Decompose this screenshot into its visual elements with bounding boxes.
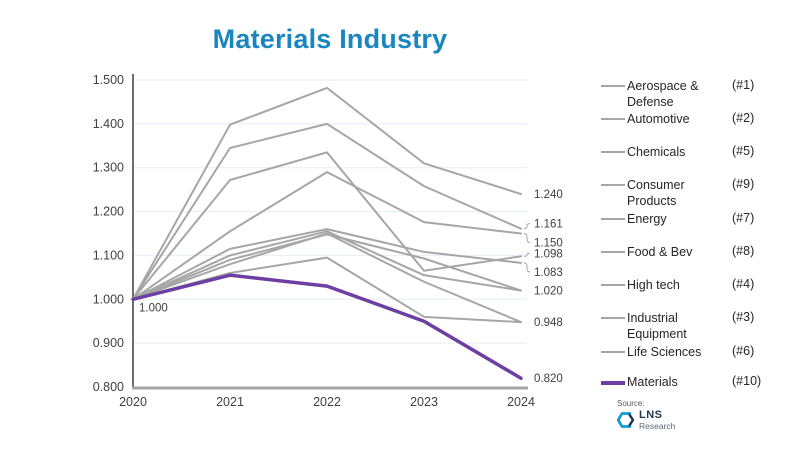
end-data-label: 1.161 xyxy=(534,219,563,231)
end-data-label: 1.083 xyxy=(534,267,563,279)
legend-item-chemicals: Chemicals (#5) xyxy=(601,144,793,160)
legend-label: Consumer Products xyxy=(627,178,685,209)
legend-line-mark xyxy=(601,218,625,220)
end-data-label: 1.150 xyxy=(534,238,563,250)
legend-swatch xyxy=(601,85,625,87)
x-tick-label: 2023 xyxy=(410,395,438,409)
legend-label: Life Sciences xyxy=(627,345,702,359)
legend-rank: (#4) xyxy=(732,277,755,291)
lns-hexagon-icon xyxy=(617,412,635,429)
legend-swatch xyxy=(601,184,625,186)
y-tick-label: 0.800 xyxy=(93,380,124,394)
legend-line-mark xyxy=(601,284,625,286)
legend-swatch xyxy=(601,151,625,153)
series-line-energy xyxy=(132,233,522,301)
legend-swatch xyxy=(601,351,625,353)
series-line-chemicals xyxy=(132,228,522,301)
legend-item-materials: Materials (#10) xyxy=(601,374,793,390)
legend-item-consumer-products: Consumer Products (#9) xyxy=(601,177,793,210)
x-tick-label: 2022 xyxy=(313,395,341,409)
logo-research-text: Research xyxy=(639,421,676,431)
legend-swatch xyxy=(601,381,625,385)
label-leader-line xyxy=(523,223,531,230)
legend-label: Aerospace & Defense xyxy=(627,79,699,110)
legend-line-mark xyxy=(601,317,625,319)
legend-rank: (#8) xyxy=(732,244,755,258)
series-line-high-tech xyxy=(132,151,522,301)
legend-line-mark xyxy=(601,381,625,385)
series-line-materials xyxy=(131,273,523,380)
legend-line-mark xyxy=(601,351,625,353)
logo-lns-text: LNS xyxy=(639,409,663,421)
legend-item-life-sciences: Life Sciences (#6) xyxy=(601,344,793,360)
x-tick-label: 2021 xyxy=(216,395,244,409)
label-leader-line xyxy=(523,233,531,243)
series-line-life-sciences xyxy=(132,230,522,301)
legend-rank: (#3) xyxy=(732,310,755,324)
y-tick-label: 1.200 xyxy=(93,205,124,219)
y-tick-label: 1.300 xyxy=(93,161,124,175)
source-label: Source: xyxy=(617,399,645,408)
series-line-food-bev xyxy=(132,256,522,324)
label-leader-line xyxy=(523,262,531,273)
y-tick-label: 1.500 xyxy=(93,73,124,87)
legend-label: Automotive xyxy=(627,112,690,126)
legend-rank: (#1) xyxy=(732,78,755,92)
series-line-aerospace-defense xyxy=(132,86,522,301)
y-tick-label: 1.000 xyxy=(93,292,124,306)
x-tick-label: 2020 xyxy=(119,395,147,409)
legend-swatch xyxy=(601,317,625,319)
chart-title: Materials Industry xyxy=(212,24,448,54)
legend-item-automotive: Automotive (#2) xyxy=(601,111,793,127)
end-data-label: 0.948 xyxy=(534,317,563,329)
end-data-label: 1.098 xyxy=(534,248,563,260)
end-data-label: 1.020 xyxy=(534,286,563,298)
legend-item-food-bev: Food & Bev (#8) xyxy=(601,244,793,260)
legend-label: Materials xyxy=(627,375,678,389)
end-data-label: 0.820 xyxy=(534,373,563,385)
y-tick-label: 1.100 xyxy=(93,248,124,262)
lns-research-logo: LNS Research xyxy=(617,410,675,431)
label-leader-line xyxy=(523,252,531,257)
legend-item-energy: Energy (#7) xyxy=(601,211,793,227)
y-tick-label: 0.900 xyxy=(93,336,124,350)
legend-swatch xyxy=(601,118,625,120)
legend-line-mark xyxy=(601,118,625,120)
start-data-label: 1.000 xyxy=(139,302,168,314)
legend-label: Industrial Equipment xyxy=(627,311,687,342)
series-line-consumer-products xyxy=(132,232,522,324)
legend-line-mark xyxy=(601,85,625,87)
series-line-automotive xyxy=(132,122,522,301)
legend-swatch xyxy=(601,284,625,286)
legend-item-aerospace-defense: Aerospace & Defense (#1) xyxy=(601,78,793,111)
legend-line-mark xyxy=(601,151,625,153)
legend-swatch xyxy=(601,251,625,253)
legend-rank: (#6) xyxy=(732,344,755,358)
x-tick-label: 2024 xyxy=(507,395,535,409)
legend-line-mark xyxy=(601,184,625,186)
legend-rank: (#5) xyxy=(732,144,755,158)
legend-item-high-tech: High tech (#4) xyxy=(601,277,793,293)
y-tick-label: 1.400 xyxy=(93,117,124,131)
legend-rank: (#7) xyxy=(732,211,755,225)
legend-item-industrial-equipment: Industrial Equipment (#3) xyxy=(601,310,793,343)
end-data-label: 1.240 xyxy=(534,189,563,201)
legend-label: Food & Bev xyxy=(627,245,693,259)
legend-label: Energy xyxy=(627,212,667,226)
legend-rank: (#9) xyxy=(732,177,755,191)
legend-rank: (#10) xyxy=(732,374,762,388)
legend-swatch xyxy=(601,218,625,220)
legend-line-mark xyxy=(601,251,625,253)
legend-label: Chemicals xyxy=(627,145,686,159)
legend-label: High tech xyxy=(627,278,680,292)
logo-text: LNS Research xyxy=(639,410,675,431)
source-block: Source: LNS Research xyxy=(617,399,675,431)
series-line-industrial-equipment xyxy=(132,171,522,301)
legend-rank: (#2) xyxy=(732,111,755,125)
